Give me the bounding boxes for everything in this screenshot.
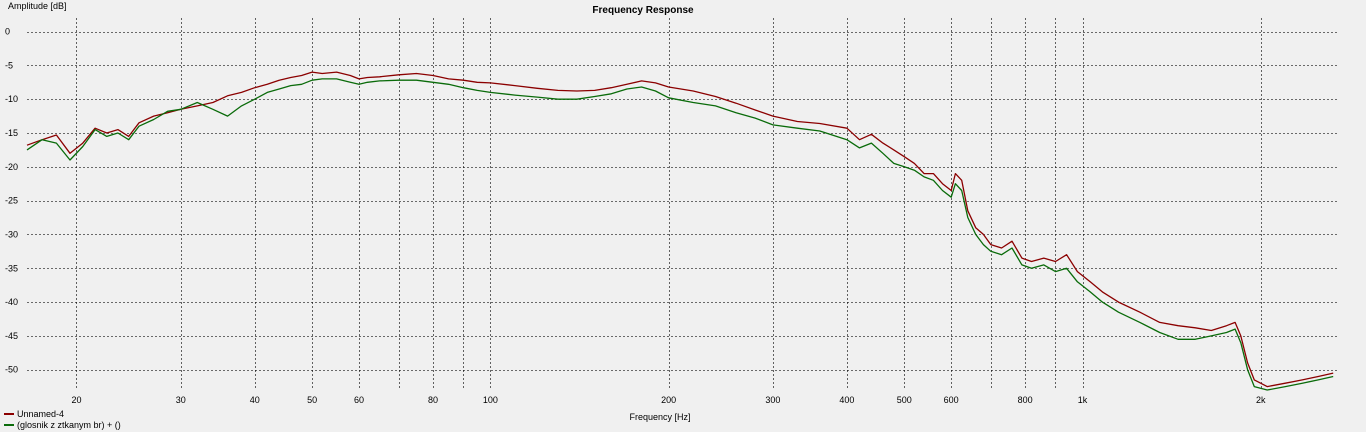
- x-tick-label: 40: [250, 395, 260, 405]
- x-tick-label: 100: [483, 395, 498, 405]
- x-tick-label: 400: [839, 395, 854, 405]
- legend-label: (glosnik z ztkanym br) + (): [17, 419, 121, 430]
- x-tick-label: 80: [428, 395, 438, 405]
- y-tick-label: -25: [5, 196, 18, 206]
- x-tick-label: 500: [897, 395, 912, 405]
- legend-label: Unnamed-4: [17, 408, 65, 419]
- y-tick-label: -50: [5, 365, 18, 375]
- y-tick-label: -5: [5, 60, 13, 70]
- x-tick-label: 1k: [1078, 395, 1088, 405]
- x-tick-label: 300: [765, 395, 780, 405]
- x-tick-label: 600: [944, 395, 959, 405]
- axes: 20 30 40 50 60 80 100 200 300 400 500 600 800 1k 2k 0 -5…: [5, 27, 1266, 405]
- legend-swatch: [4, 412, 14, 415]
- y-tick-label: -10: [5, 94, 18, 104]
- plot-area: [27, 18, 1338, 390]
- x-tick-label: 50: [307, 395, 317, 405]
- y-tick-label: -45: [5, 331, 18, 341]
- y-axis-label: Amplitude [dB]: [8, 1, 67, 11]
- series-layer: [26, 71, 1334, 391]
- x-tick-label: 60: [354, 395, 364, 405]
- legend-swatch: [4, 423, 14, 426]
- y-tick-label: -40: [5, 297, 18, 307]
- legend-item: (glosnik z ztkanym br) + (): [4, 419, 121, 430]
- series-line-2: [26, 78, 1334, 391]
- y-tick-label: -15: [5, 128, 18, 138]
- chart-title: Frequency Response: [592, 5, 694, 16]
- legend-item: Unnamed-4: [4, 408, 121, 419]
- y-tick-label: -20: [5, 162, 18, 172]
- x-tick-label: 20: [71, 395, 81, 405]
- legend: Unnamed-4 (glosnik z ztkanym br) + (): [4, 408, 121, 430]
- series-line-1: [26, 71, 1334, 388]
- y-tick-label: -35: [5, 263, 18, 273]
- x-tick-label: 200: [661, 395, 676, 405]
- x-tick-label: 800: [1018, 395, 1033, 405]
- y-tick-label: 0: [5, 27, 10, 37]
- x-tick-label: 30: [176, 395, 186, 405]
- x-tick-label: 2k: [1256, 395, 1266, 405]
- x-axis-label: Frequency [Hz]: [629, 412, 690, 422]
- y-tick-label: -30: [5, 229, 18, 239]
